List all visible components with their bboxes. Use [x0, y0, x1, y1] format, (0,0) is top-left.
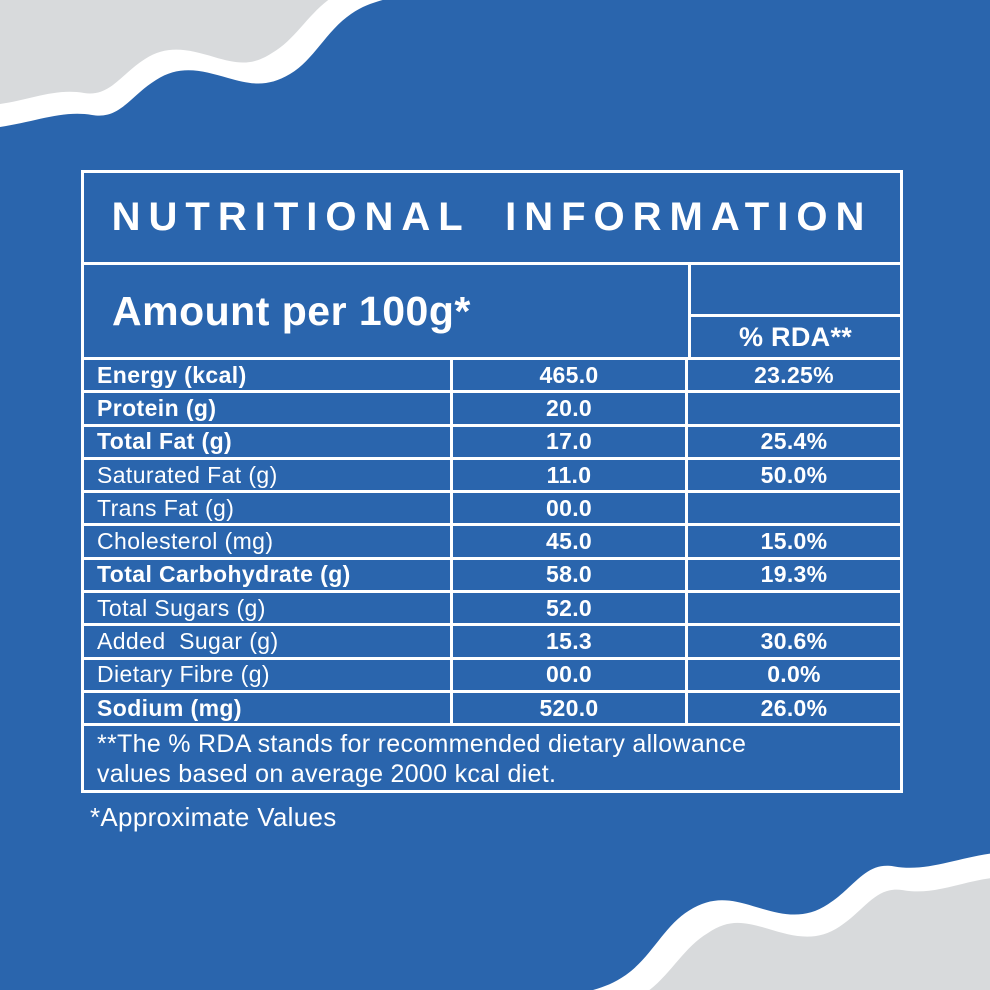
approximate-values-note: *Approximate Values: [90, 802, 337, 832]
nutrient-label: Cholesterol (mg): [97, 528, 274, 555]
nutrient-rda: 15.0%: [760, 528, 828, 555]
nutrient-label: Sodium (mg): [97, 694, 242, 721]
nutrient-rda: 50.0%: [760, 461, 828, 488]
nutrient-value: 20.0: [450, 393, 688, 424]
bottom-right-wave-decoration: [582, 853, 990, 990]
rda-footnote: **The % RDA stands for recommended dieta…: [84, 726, 900, 790]
nutrient-label: Total Sugars (g): [97, 594, 266, 621]
nutrient-value: 52.0: [450, 593, 688, 624]
row-total-fat: Total Fat (g) 17.0 25.4%: [84, 426, 900, 460]
nutrient-value: 00.0: [450, 659, 688, 690]
rda-header-column: % RDA**: [688, 265, 900, 357]
nutrition-title: NUTRITIONAL INFORMATION: [84, 173, 900, 265]
top-left-wave-decoration: [0, 0, 383, 127]
nutrient-rda: 25.4%: [760, 428, 828, 455]
nutrient-rda: 23.25%: [754, 361, 834, 388]
nutrient-label: Dietary Fibre (g): [97, 661, 270, 688]
nutrient-rda: 19.3%: [760, 561, 828, 588]
nutrient-value: 45.0: [450, 526, 688, 557]
nutrient-label: Saturated Fat (g): [97, 461, 278, 488]
rda-footnote-line2: values based on average 2000 kcal diet.: [97, 760, 557, 789]
row-sodium: Sodium (mg) 520.0 26.0%: [84, 692, 900, 727]
rda-header-empty-cell: [691, 265, 900, 317]
nutrition-facts-panel: NUTRITIONAL INFORMATION Amount per 100g*…: [81, 170, 903, 793]
nutrient-label: Total Fat (g): [97, 428, 233, 455]
nutrient-value: 520.0: [450, 692, 688, 724]
nutrient-label: Protein (g): [97, 394, 217, 421]
nutrient-rda: 26.0%: [760, 694, 828, 721]
nutrient-rda: [688, 393, 900, 423]
row-saturated-fat: Saturated Fat (g) 11.0 50.0%: [84, 459, 900, 494]
nutrient-rda: [688, 593, 900, 623]
nutrient-label: Total Carbohydrate (g): [97, 561, 351, 588]
nutrient-value: 15.3: [450, 626, 688, 657]
nutrient-value: 11.0: [450, 459, 688, 491]
nutrient-rda: [688, 493, 900, 523]
row-dietary-fibre: Dietary Fibre (g) 00.0 0.0%: [84, 659, 900, 693]
nutrient-rda: 30.6%: [760, 628, 828, 655]
nutrient-label: Trans Fat (g): [97, 494, 235, 521]
row-protein: Protein (g) 20.0: [84, 393, 900, 427]
row-total-sugars: Total Sugars (g) 52.0: [84, 593, 900, 627]
nutrient-rda: 0.0%: [767, 661, 821, 688]
nutrient-value: 58.0: [450, 559, 688, 591]
rda-footnote-line1: **The % RDA stands for recommended dieta…: [97, 730, 747, 759]
table-header: Amount per 100g* % RDA**: [84, 265, 900, 360]
row-added-sugar: Added Sugar (g) 15.3 30.6%: [84, 626, 900, 660]
nutrient-value: 465.0: [450, 360, 688, 391]
nutrient-label: Added Sugar (g): [97, 628, 279, 655]
nutrient-label: Energy (kcal): [97, 361, 247, 388]
row-total-carbohydrate: Total Carbohydrate (g) 58.0 19.3%: [84, 559, 900, 594]
nutrient-value: 17.0: [450, 426, 688, 457]
row-trans-fat: Trans Fat (g) 00.0: [84, 493, 900, 527]
amount-per-100g-header: Amount per 100g*: [112, 287, 471, 334]
rda-header: % RDA**: [738, 321, 853, 352]
row-energy: Energy (kcal) 465.0 23.25%: [84, 360, 900, 394]
nutrient-value: 00.0: [450, 493, 688, 524]
row-cholesterol: Cholesterol (mg) 45.0 15.0%: [84, 526, 900, 560]
